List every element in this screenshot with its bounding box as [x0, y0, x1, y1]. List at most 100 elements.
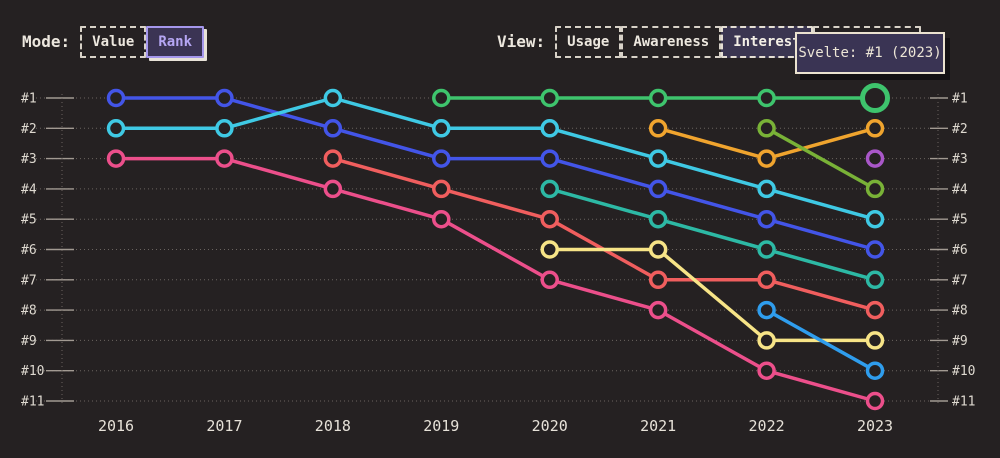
- marker-blue-2020[interactable]: [540, 149, 559, 168]
- marker-pink-2019[interactable]: [432, 209, 451, 229]
- view-option-usage[interactable]: Usage: [555, 26, 622, 58]
- marker-teal-2021[interactable]: [648, 209, 668, 229]
- marker-blue-2019[interactable]: [432, 149, 451, 168]
- series-line-teal: [547, 187, 877, 282]
- view-option-interest[interactable]: Interest: [721, 26, 813, 58]
- marker-coral-2020[interactable]: [540, 209, 559, 229]
- marker-coral-2018[interactable]: [323, 149, 343, 168]
- marker-svelte-green-2019[interactable]: [432, 88, 451, 108]
- view-option-awareness[interactable]: Awareness: [621, 26, 722, 58]
- marker-teal-2022[interactable]: [757, 240, 776, 259]
- marker-yellow-2021[interactable]: [648, 240, 668, 259]
- year-label: 2018: [315, 417, 351, 435]
- marker-blue-2018[interactable]: [323, 119, 343, 138]
- series-line-olive: [764, 126, 877, 191]
- rank-label-right: #3: [952, 152, 968, 167]
- marker-sky-2022[interactable]: [757, 300, 776, 320]
- view-label: View:: [497, 32, 546, 51]
- rank-label-left: #6: [21, 243, 37, 258]
- marker-purple-2023[interactable]: [865, 149, 885, 168]
- marker-yellow-2022[interactable]: [757, 331, 776, 350]
- marker-orange-2022[interactable]: [757, 149, 776, 168]
- rank-label-right: #6: [952, 243, 968, 258]
- marker-coral-2023[interactable]: [865, 300, 885, 320]
- year-label: 2021: [640, 417, 676, 435]
- marker-pink-2016[interactable]: [106, 149, 126, 168]
- rank-label-left: #2: [21, 122, 37, 137]
- series-line-sky: [764, 308, 877, 373]
- rank-label-right: #7: [952, 273, 968, 288]
- marker-pink-2020[interactable]: [540, 270, 559, 290]
- year-label: 2017: [206, 417, 242, 435]
- marker-blue-2017[interactable]: [215, 88, 234, 108]
- chart-tooltip: Svelte: #1 (2023): [795, 32, 945, 74]
- marker-coral-2019[interactable]: [432, 179, 451, 199]
- marker-cyan-2017[interactable]: [215, 119, 234, 138]
- rank-label-right: #2: [952, 122, 968, 137]
- rank-label-right: #1: [952, 92, 968, 107]
- marker-svelte-green-2021[interactable]: [648, 88, 668, 108]
- rank-label-left: #5: [21, 213, 37, 228]
- rank-label-left: #4: [21, 182, 37, 197]
- rank-label-right: #9: [952, 334, 968, 349]
- chart-tooltip-text: Svelte: #1 (2023): [798, 45, 942, 61]
- marker-sky-2023[interactable]: [865, 361, 885, 380]
- marker-cyan-2020[interactable]: [540, 119, 559, 138]
- series-line-blue: [114, 96, 877, 252]
- rank-label-right: #11: [952, 395, 975, 410]
- year-label: 2016: [98, 417, 134, 435]
- rank-label-right: #8: [952, 304, 968, 319]
- marker-teal-2023[interactable]: [865, 270, 885, 290]
- marker-teal-2020[interactable]: [540, 179, 559, 199]
- marker-blue-2021[interactable]: [648, 179, 668, 199]
- year-label: 2020: [532, 417, 568, 435]
- rank-label-right: #10: [952, 364, 975, 379]
- marker-olive-2022[interactable]: [757, 119, 776, 138]
- mode-toggle-group: Mode: Value Rank: [22, 26, 205, 58]
- series-line-coral: [331, 156, 877, 312]
- rank-label-left: #7: [21, 273, 37, 288]
- series-line-cyan: [114, 96, 877, 221]
- marker-pink-2023[interactable]: [865, 391, 885, 411]
- marker-svelte-green-2020[interactable]: [540, 88, 559, 108]
- marker-yellow-2020[interactable]: [540, 240, 559, 259]
- marker-cyan-2018[interactable]: [323, 88, 343, 108]
- marker-cyan-2023[interactable]: [865, 209, 885, 229]
- year-label: 2019: [423, 417, 459, 435]
- marker-cyan-2016[interactable]: [106, 119, 126, 138]
- rank-label-left: #1: [21, 92, 37, 107]
- year-label: 2022: [749, 417, 785, 435]
- marker-coral-2021[interactable]: [648, 270, 668, 290]
- marker-blue-2016[interactable]: [106, 88, 126, 108]
- rank-label-left: #10: [21, 364, 44, 379]
- highlighted-marker-svelte-green-2023[interactable]: [860, 83, 891, 113]
- marker-pink-2022[interactable]: [757, 361, 776, 380]
- marker-blue-2022[interactable]: [757, 209, 776, 229]
- marker-cyan-2021[interactable]: [648, 149, 668, 168]
- mode-option-rank[interactable]: Rank: [146, 26, 205, 58]
- marker-cyan-2019[interactable]: [432, 119, 451, 138]
- rank-label-left: #11: [21, 395, 44, 410]
- rank-label-left: #8: [21, 304, 37, 319]
- rank-label-right: #4: [952, 182, 968, 197]
- marker-blue-2023[interactable]: [865, 240, 885, 259]
- marker-orange-2023[interactable]: [865, 119, 885, 138]
- mode-label: Mode:: [22, 32, 71, 51]
- series-line-pink: [114, 156, 877, 403]
- marker-yellow-2023[interactable]: [865, 331, 885, 350]
- marker-pink-2017[interactable]: [215, 149, 234, 168]
- marker-pink-2021[interactable]: [648, 300, 668, 320]
- marker-orange-2021[interactable]: [648, 119, 668, 138]
- rank-label-left: #3: [21, 152, 37, 167]
- marker-svelte-green-2022[interactable]: [757, 88, 776, 108]
- marker-coral-2022[interactable]: [757, 270, 776, 290]
- marker-pink-2018[interactable]: [323, 179, 343, 199]
- mode-option-value[interactable]: Value: [80, 26, 147, 58]
- marker-cyan-2022[interactable]: [757, 179, 776, 199]
- marker-olive-2023[interactable]: [865, 179, 885, 199]
- rank-label-left: #9: [21, 334, 37, 349]
- rank-label-right: #5: [952, 213, 968, 228]
- year-label: 2023: [857, 417, 893, 435]
